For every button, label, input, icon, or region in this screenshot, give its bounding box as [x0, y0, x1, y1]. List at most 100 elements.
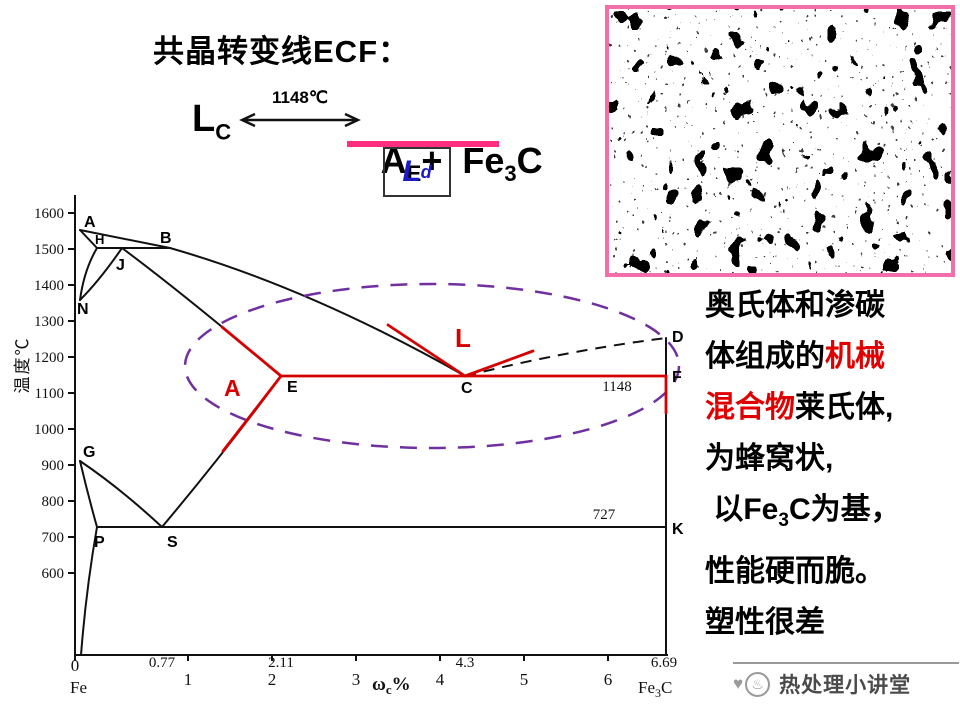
tick-label: 2.11: [268, 655, 294, 671]
tick-label: 6.69: [651, 655, 677, 671]
rhs-carbon: C: [516, 140, 543, 181]
tick-label: 0: [71, 656, 80, 675]
description-segment: 莱氏体,: [795, 391, 894, 424]
point-label-B: B: [160, 230, 172, 247]
solidus-ah-line: [79, 229, 98, 249]
tick-label: 900: [42, 458, 65, 474]
description-segment: Fe: [743, 493, 779, 526]
y-tick-group: 1600 1500 1400 1300 1200 1100 1000 900 800 700 600: [34, 206, 75, 582]
tick-label: 5: [520, 670, 529, 689]
point-label-K: K: [672, 521, 684, 538]
tick-label: 1000: [34, 422, 64, 438]
description-segment: 塑性很差: [705, 606, 825, 639]
fe3c-c: C: [661, 678, 672, 697]
liquid-phase-label: L: [455, 323, 471, 353]
logo-circle-icon: ♨: [745, 671, 771, 697]
eutectoid-temp-label: 727: [593, 507, 616, 523]
tick-label: 3: [352, 670, 361, 689]
point-label-D: D: [672, 329, 684, 346]
tick-label: 4: [436, 670, 445, 689]
tick-label: 4.3: [456, 655, 475, 671]
rhs-fe-subscript: 3: [504, 161, 517, 187]
point-label-F: F: [672, 369, 682, 386]
product-underline: [347, 141, 499, 147]
description-segment: C为基，: [788, 493, 901, 526]
lhs-symbol: L: [192, 98, 216, 140]
fe3c-fe: Fe: [638, 678, 655, 697]
steam-icon: ♨: [751, 676, 764, 692]
austenite-phase-label: A: [224, 375, 241, 401]
tick-label: 600: [42, 566, 65, 582]
tick-label: 2: [268, 670, 277, 689]
description-segment: 体组成的: [705, 340, 825, 373]
point-label-C: C: [461, 380, 473, 397]
description-segment: 性能硬而脆。: [705, 555, 885, 588]
watermark-row: ♥ ♨ 热处理小讲堂: [733, 664, 959, 699]
description-line: 为蜂窝状,: [705, 433, 960, 484]
gp-line: [79, 460, 98, 528]
ledeburite-micrograph: [609, 9, 951, 273]
description-line: 以Fe3C为基，: [705, 484, 960, 546]
micrograph-fine-texture: [609, 9, 951, 273]
liquidus-ab-line: [79, 229, 171, 249]
description-line: 性能硬而脆。: [705, 546, 960, 597]
a3-gs-line: [79, 460, 163, 528]
description-red-segment: 混合物: [705, 391, 795, 424]
description-segment: 以: [705, 493, 744, 526]
tick-label: 700: [42, 530, 65, 546]
description-segment: 为蜂窝状,: [705, 442, 834, 475]
tick-label: 1400: [34, 278, 64, 294]
jn-line: [79, 247, 123, 301]
slide-title: 共晶转变线ECF：: [153, 34, 410, 69]
tick-label: 1100: [35, 386, 64, 402]
point-label-E: E: [287, 379, 298, 396]
red-je-segment: [220, 325, 283, 378]
description-segment: 3: [778, 510, 789, 531]
point-label-G: G: [83, 444, 95, 461]
point-label-S: S: [167, 534, 178, 551]
phase-diagram: 1600150014001300120011001000900800700600…: [13, 195, 684, 700]
tick-label: 1: [184, 670, 193, 689]
tick-label: 0.77: [149, 655, 176, 671]
description-line: 奥氏体和渗碳: [705, 280, 960, 331]
double-arrow-icon: [239, 112, 361, 128]
red-liquidus-right-of-c: [463, 349, 535, 378]
point-label-A: A: [84, 214, 96, 231]
description-line: 体组成的机械: [705, 331, 960, 382]
tick-label: 800: [42, 494, 65, 510]
rhs-austenite-subscript: E: [406, 161, 422, 187]
fe3c-sub: 3: [655, 686, 661, 700]
red-liquidus-left-of-c: [386, 323, 467, 378]
percent-sign: %: [392, 674, 411, 695]
tick-label: 1500: [34, 242, 64, 258]
ledeburite-symbol: L: [402, 155, 421, 188]
micrograph-frame: [605, 5, 955, 277]
description-line: 塑性很差: [705, 597, 960, 648]
liquidus-cd-dashed-line: [464, 337, 667, 377]
point-label-H: H: [95, 232, 104, 247]
y-axis-title: 温度℃: [13, 337, 32, 394]
tick-label: 6: [604, 670, 613, 689]
description-line: 混合物莱氏体,: [705, 382, 960, 433]
lhs-subscript: C: [215, 119, 232, 145]
omega-symbol: ω: [372, 674, 386, 695]
description-segment: 奥氏体和渗碳: [705, 289, 885, 322]
description-red-segment: 机械: [825, 340, 885, 373]
watermark: ♥ ♨ 热处理小讲堂: [733, 662, 959, 699]
equation-lhs: LC: [192, 98, 231, 146]
x-tick-group: 0 1 2 3 4 5 6 0.77 2.11 4.3 6.69: [71, 655, 677, 689]
x-axis-title: ωc%: [372, 674, 411, 697]
pq-solvus-line: [80, 526, 98, 656]
plus-sign: +: [421, 140, 453, 181]
liquidus-bc-line: [169, 247, 466, 377]
point-label-J: J: [116, 257, 125, 274]
tick-label: 1200: [34, 350, 64, 366]
tick-label: 1600: [34, 206, 64, 222]
eutectic-temp-label: 1148: [602, 379, 631, 395]
omega-subscript: c: [386, 682, 392, 697]
watermark-text: 热处理小讲堂: [779, 674, 912, 697]
ledeburite-subscript: d: [420, 161, 432, 182]
point-label-N: N: [77, 301, 89, 318]
hn-line: [79, 247, 98, 301]
